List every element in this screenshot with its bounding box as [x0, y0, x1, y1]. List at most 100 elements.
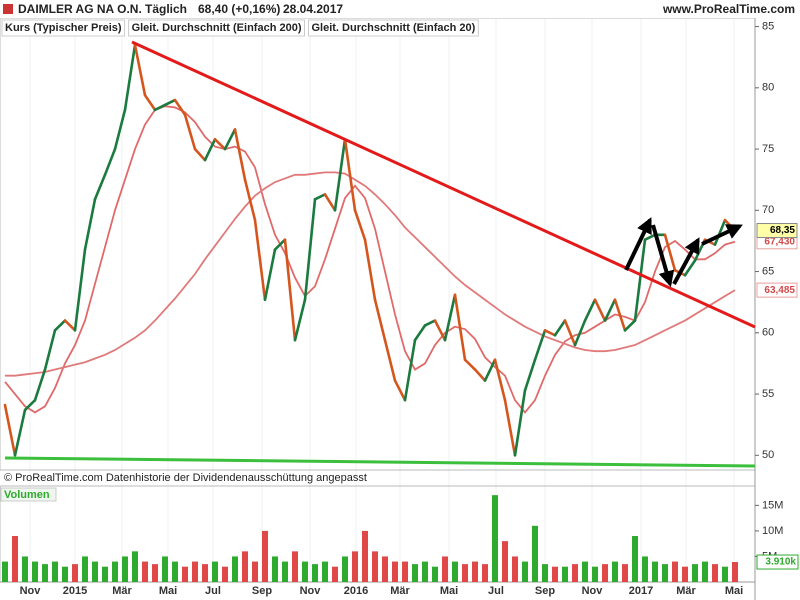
volume-bar: [132, 551, 138, 582]
price-segment: [403, 338, 417, 402]
volume-bar: [392, 561, 398, 582]
price-segment: [473, 368, 487, 382]
volume-bar: [262, 530, 268, 582]
support-line: [4, 456, 756, 468]
price-segment: [563, 319, 577, 347]
last-label: 3.910k: [765, 557, 796, 568]
x-tick-label: Sep: [535, 585, 555, 597]
volume-bar: [612, 561, 618, 582]
price-segment: [113, 108, 127, 151]
volume-bar: [402, 561, 408, 582]
volume-bar: [22, 556, 28, 582]
volume-bar: [52, 561, 58, 582]
price-segment: [63, 319, 77, 332]
price-segment: [163, 98, 177, 107]
x-tick-label: Sep: [252, 585, 272, 597]
volume-bar: [162, 556, 168, 582]
volume-bar: [342, 556, 348, 582]
price-segment: [533, 329, 547, 362]
y-tick-label: 10M: [762, 525, 783, 537]
volume-bar: [572, 564, 578, 582]
volume-bar: [62, 566, 68, 582]
x-tick-label: 2017: [629, 585, 653, 597]
price-segment: [283, 238, 297, 342]
panel-title-box: [0, 487, 57, 502]
volume-bar: [172, 561, 178, 582]
price-segment: [623, 319, 637, 332]
volume-bar: [302, 561, 308, 582]
volume-bar: [242, 551, 248, 582]
price-segment: [443, 293, 457, 342]
volume-bar: [362, 530, 368, 582]
volume-bar: [462, 564, 468, 582]
volume-bar: [642, 556, 648, 582]
arrows: [624, 217, 743, 288]
last-price: 68,40 (+0,16%): [198, 2, 280, 16]
volume-bar: [142, 561, 148, 582]
volume-bar: [672, 561, 678, 582]
legend-box: [128, 19, 305, 37]
volume-bar: [702, 561, 708, 582]
price-segment: [513, 389, 527, 457]
price-segment: [633, 238, 647, 322]
y-tick-label: 65: [762, 265, 774, 277]
price-segment: [523, 358, 537, 392]
price-segment: [203, 137, 217, 162]
price-segment: [43, 329, 57, 371]
volume-bar: [332, 566, 338, 582]
last-label: 63,485: [764, 285, 795, 296]
volume-bar: [552, 566, 558, 582]
price-segment: [553, 319, 567, 337]
y-tick-label: 60: [762, 327, 774, 339]
volume-bar: [202, 564, 208, 582]
y-tick-label: 75: [762, 143, 774, 155]
volume-bar: [722, 566, 728, 582]
x-tick-label: Nov: [582, 585, 604, 597]
volume-bar: [212, 561, 218, 582]
volume-bar: [652, 561, 658, 582]
volume-bar: [522, 561, 528, 582]
volume-bar: [482, 564, 488, 582]
y-tick-label: 50: [762, 449, 774, 461]
plot: [2, 43, 738, 582]
volume-bar: [322, 561, 328, 582]
price-segment: [133, 43, 147, 97]
volume-bar: [442, 556, 448, 582]
volume-bar: [222, 566, 228, 582]
volume-bar: [192, 561, 198, 582]
volume-bar: [542, 564, 548, 582]
price-segment: [613, 298, 627, 332]
legend: Kurs (Typischer Preis) Gleit. Durchschnit…: [1, 19, 479, 37]
price-segment: [183, 113, 197, 151]
price-segment: [193, 147, 207, 162]
price-segment: [313, 193, 327, 201]
volume-bar: [512, 556, 518, 582]
price-segment: [463, 358, 477, 371]
price-segment: [53, 319, 67, 332]
price-segment: [383, 338, 397, 382]
price-segment: [103, 147, 117, 177]
footnote: © ProRealTime.com Datenhistorie der Divi…: [4, 472, 367, 484]
x-tick-label: 2015: [63, 585, 87, 597]
price-segment: [323, 193, 337, 212]
volume-bar: [692, 564, 698, 582]
interval: Täglich: [145, 2, 187, 16]
price-segment: [393, 379, 407, 402]
legend-entry: Gleit. Durchschnitt (Einfach 20): [311, 22, 475, 34]
x-tick-label: Mai: [725, 585, 743, 597]
price-segment: [303, 197, 317, 302]
price-segment: [643, 233, 657, 242]
price-segment: [273, 238, 287, 251]
volume-bar: [372, 551, 378, 582]
x-tick-label: Mai: [440, 585, 458, 597]
volume-bar: [472, 561, 478, 582]
price-segment: [503, 398, 517, 457]
x-tick-label: Jul: [488, 585, 504, 597]
price-panel: [0, 17, 756, 471]
legend-box: [1, 19, 126, 37]
volume-bar: [232, 556, 238, 582]
header-bar: [0, 0, 800, 18]
price-segment: [93, 173, 107, 201]
volume-bar: [712, 564, 718, 582]
price-segment: [363, 238, 377, 302]
